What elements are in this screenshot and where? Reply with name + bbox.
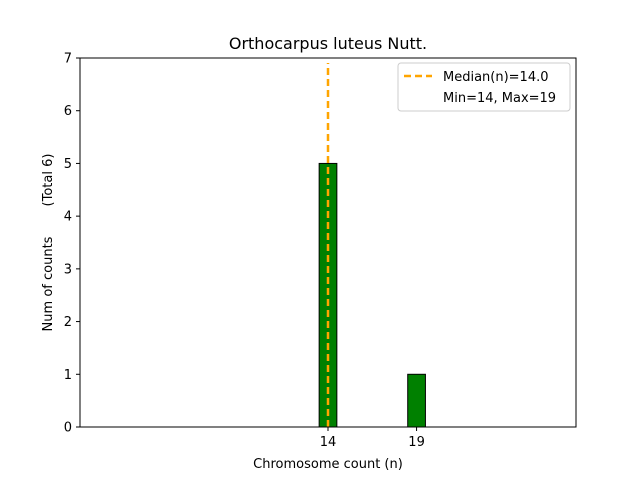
y-axis-label: Num of counts — [41, 236, 56, 331]
y-axis-ticks: 0 1 2 3 4 5 6 7 — [64, 52, 80, 436]
bars-group — [318, 162, 426, 428]
x-tick-label-19: 19 — [408, 435, 425, 450]
chart-title: Orthocarpus luteus Nutt. — [229, 34, 427, 53]
x-axis-label: Chromosome count (n) — [253, 457, 403, 472]
bar-19 — [407, 373, 426, 428]
legend-entry-minmax: Min=14, Max=19 — [443, 91, 556, 106]
legend: Median(n)=14.0 Min=14, Max=19 — [397, 62, 571, 112]
legend-entry-median: Median(n)=14.0 — [443, 70, 549, 85]
y-tick-label-4: 4 — [64, 210, 72, 225]
y-axis-total-label: (Total 6) — [41, 154, 56, 207]
x-axis-ticks: 14 19 — [320, 427, 425, 450]
y-tick-label-0: 0 — [64, 421, 72, 436]
y-tick-label-6: 6 — [64, 104, 72, 119]
y-tick-label-3: 3 — [64, 262, 72, 277]
y-tick-label-2: 2 — [64, 315, 72, 330]
y-tick-label-7: 7 — [64, 52, 72, 67]
x-tick-label-14: 14 — [320, 435, 337, 450]
y-tick-label-5: 5 — [64, 157, 72, 172]
legend-box — [397, 62, 571, 112]
y-tick-label-1: 1 — [64, 368, 72, 383]
